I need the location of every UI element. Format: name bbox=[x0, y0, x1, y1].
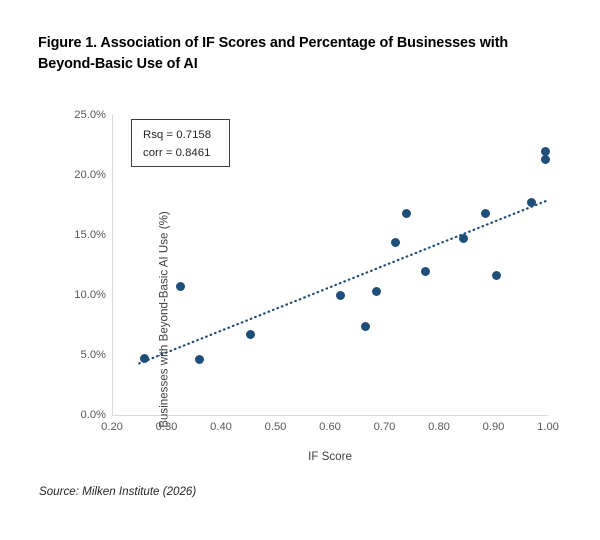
source-note: Source: Milken Institute (2026) bbox=[39, 485, 197, 498]
x-axis-tick-label: 0.50 bbox=[264, 421, 287, 433]
x-axis-title: IF Score bbox=[308, 450, 352, 463]
statistics-annotation-box: Rsq = 0.7158 corr = 0.8461 bbox=[131, 119, 230, 167]
y-axis-tick-label: 20.0% bbox=[74, 169, 106, 181]
rsq-value: Rsq = 0.7158 bbox=[143, 129, 212, 141]
scatter-point bbox=[360, 321, 370, 331]
scatter-point bbox=[540, 154, 550, 164]
scatter-point bbox=[540, 146, 550, 156]
y-axis-tick-label: 10.0% bbox=[74, 289, 106, 301]
x-axis-tick-label: 0.90 bbox=[482, 421, 505, 433]
corr-value: corr = 0.8461 bbox=[143, 146, 211, 159]
x-axis-tick-label: 1.00 bbox=[537, 421, 559, 433]
x-axis-tick-label: 0.70 bbox=[373, 421, 396, 433]
scatter-point bbox=[420, 266, 430, 276]
scatter-point bbox=[194, 355, 204, 365]
scatter-point bbox=[459, 234, 469, 244]
x-axis-tick-label: 0.20 bbox=[101, 421, 123, 433]
x-axis-tick-label: 0.30 bbox=[155, 421, 178, 433]
scatter-point bbox=[371, 286, 381, 296]
y-axis-tick-label: 15.0% bbox=[74, 229, 106, 241]
y-axis-tick-label: 0.0% bbox=[80, 409, 107, 421]
x-axis-line bbox=[112, 415, 548, 416]
x-axis-tick-label: 0.80 bbox=[428, 421, 450, 433]
scatter-point bbox=[401, 208, 411, 218]
scatter-point bbox=[140, 354, 150, 364]
y-axis-line bbox=[112, 115, 113, 415]
scatter-point bbox=[336, 290, 346, 300]
y-axis-tick-label: 25.0% bbox=[74, 109, 106, 121]
y-axis-tick-labels: 0.0% 5.0% 10.0% 15.0% 20.0% 25.0% bbox=[40, 0, 106, 540]
scatter-point bbox=[480, 208, 490, 218]
scatter-point bbox=[491, 271, 501, 281]
x-axis-tick-label: 0.60 bbox=[319, 421, 341, 433]
x-axis-tick-label: 0.40 bbox=[210, 421, 232, 433]
scatter-point bbox=[390, 237, 400, 247]
figure-title: Figure 1. Association of IF Scores and P… bbox=[38, 35, 509, 72]
scatter-point bbox=[246, 330, 256, 340]
scatter-point bbox=[527, 198, 537, 208]
scatter-point bbox=[175, 282, 185, 292]
y-axis-tick-label: 5.0% bbox=[80, 349, 107, 361]
